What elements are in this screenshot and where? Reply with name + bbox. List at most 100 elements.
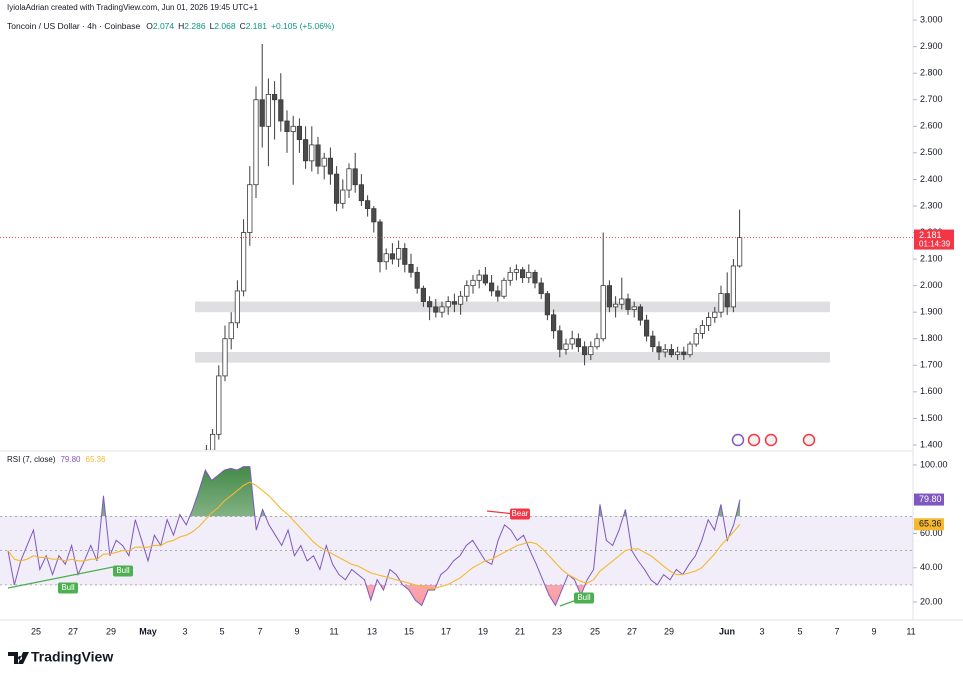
rsi-legend: RSI (7, close) 79.80 65.36 bbox=[7, 455, 106, 464]
candle-body bbox=[464, 285, 470, 297]
tradingview-logo: TradingView bbox=[8, 649, 113, 665]
y-tick-label: 1.700 bbox=[920, 360, 943, 370]
ohlc-key: O bbox=[146, 21, 153, 31]
signal-label: Bull bbox=[577, 593, 591, 602]
candle-body bbox=[488, 282, 495, 292]
x-tick-label: 13 bbox=[367, 626, 377, 636]
candle-body bbox=[383, 253, 389, 263]
rsi-line bbox=[7, 481, 741, 589]
candle-body bbox=[470, 279, 476, 287]
x-tick-label: 3 bbox=[182, 626, 187, 636]
candle-body bbox=[668, 348, 675, 356]
candle-body bbox=[644, 319, 650, 337]
candle-body bbox=[718, 293, 724, 313]
candle-body bbox=[265, 94, 272, 127]
rsi-legend-value: 65.36 bbox=[86, 455, 107, 464]
candle-body bbox=[439, 306, 445, 313]
last-value-box bbox=[914, 493, 944, 506]
candle-body bbox=[321, 157, 327, 167]
candle-body bbox=[358, 184, 365, 202]
x-tick-label: 7 bbox=[834, 626, 839, 636]
candle-body bbox=[302, 139, 309, 162]
signal-box bbox=[113, 565, 133, 577]
candle-body bbox=[315, 144, 321, 167]
candle-body bbox=[538, 282, 544, 294]
y-tick-label: 100.00 bbox=[920, 459, 948, 469]
event-icon[interactable] bbox=[731, 433, 745, 447]
support-zone bbox=[195, 301, 830, 313]
candle-body bbox=[699, 325, 706, 334]
x-tick-label: Jun bbox=[719, 626, 735, 636]
candle-body bbox=[712, 311, 718, 318]
candle-body bbox=[737, 237, 743, 267]
rsi-title: RSI (7, close) bbox=[7, 455, 56, 464]
candle-body bbox=[426, 301, 433, 308]
rsi-legend-value: 79.80 bbox=[60, 455, 81, 464]
candle-body bbox=[327, 157, 334, 175]
x-tick-label: 11 bbox=[906, 626, 915, 636]
x-tick-label: 25 bbox=[31, 626, 41, 636]
candle-body bbox=[476, 274, 482, 281]
candle-body bbox=[222, 338, 228, 377]
y-tick-label: 2.900 bbox=[920, 41, 943, 51]
candle-body bbox=[730, 265, 737, 308]
event-icon[interactable] bbox=[747, 433, 761, 447]
y-tick-label: 1.500 bbox=[920, 413, 943, 423]
y-tick-label: 2.600 bbox=[920, 121, 943, 131]
candle-body bbox=[420, 287, 427, 302]
logo-mark bbox=[8, 652, 29, 664]
candle-body bbox=[600, 285, 606, 340]
candle-body bbox=[259, 99, 265, 127]
candle-body bbox=[693, 333, 699, 345]
x-tick-label: 29 bbox=[664, 626, 674, 636]
signal-label: Bear bbox=[512, 509, 529, 518]
y-tick-label: 1.900 bbox=[920, 307, 943, 317]
y-tick-label: 40.00 bbox=[920, 562, 943, 572]
x-tick-label: 25 bbox=[590, 626, 600, 636]
last-price-label: 2.181 bbox=[919, 230, 942, 240]
candle-body bbox=[687, 343, 693, 356]
ohlc-value: 2.074 bbox=[153, 21, 175, 31]
candle-body bbox=[414, 271, 420, 289]
y-tick-label: 2.500 bbox=[920, 147, 943, 157]
y-tick-label: 60.00 bbox=[920, 528, 943, 538]
candle-body bbox=[569, 338, 575, 345]
candle-body bbox=[544, 293, 551, 316]
candle-body bbox=[551, 314, 557, 332]
x-tick-label: May bbox=[139, 626, 157, 636]
candle-body bbox=[656, 346, 662, 353]
candle-body bbox=[650, 335, 656, 348]
candle-body bbox=[216, 375, 222, 435]
x-tick-label: 5 bbox=[797, 626, 802, 636]
y-tick-label: 2.400 bbox=[920, 174, 943, 184]
y-tick-label: 2.100 bbox=[920, 253, 943, 263]
candle-body bbox=[346, 168, 352, 191]
signal-box bbox=[510, 508, 530, 520]
candle-body bbox=[532, 271, 538, 284]
ohlc-value: 2.068 bbox=[214, 21, 236, 31]
x-tick-label: 27 bbox=[627, 626, 637, 636]
candle-body bbox=[209, 433, 216, 450]
candle-body bbox=[582, 346, 588, 356]
countdown: 01:14:39 bbox=[919, 240, 951, 249]
candle-body bbox=[371, 208, 377, 223]
event-icon[interactable] bbox=[802, 433, 816, 447]
candle-body bbox=[271, 94, 278, 101]
candle-body bbox=[278, 99, 284, 122]
candle-body bbox=[247, 184, 253, 233]
x-tick-label: 15 bbox=[404, 626, 414, 636]
candle-body bbox=[575, 338, 582, 348]
event-icons bbox=[731, 433, 816, 447]
event-icon[interactable] bbox=[764, 433, 778, 447]
x-tick-label: 7 bbox=[257, 626, 262, 636]
divergence-line bbox=[7, 565, 119, 589]
x-tick-label: 9 bbox=[871, 626, 876, 636]
candle-body bbox=[557, 330, 563, 350]
support-zone bbox=[195, 352, 830, 363]
candle-body bbox=[364, 200, 371, 210]
ohlc-key: L bbox=[210, 21, 215, 31]
x-tick-label: 3 bbox=[759, 626, 764, 636]
last-value-label: 65.36 bbox=[919, 519, 942, 529]
x-tick-label: 19 bbox=[478, 626, 488, 636]
